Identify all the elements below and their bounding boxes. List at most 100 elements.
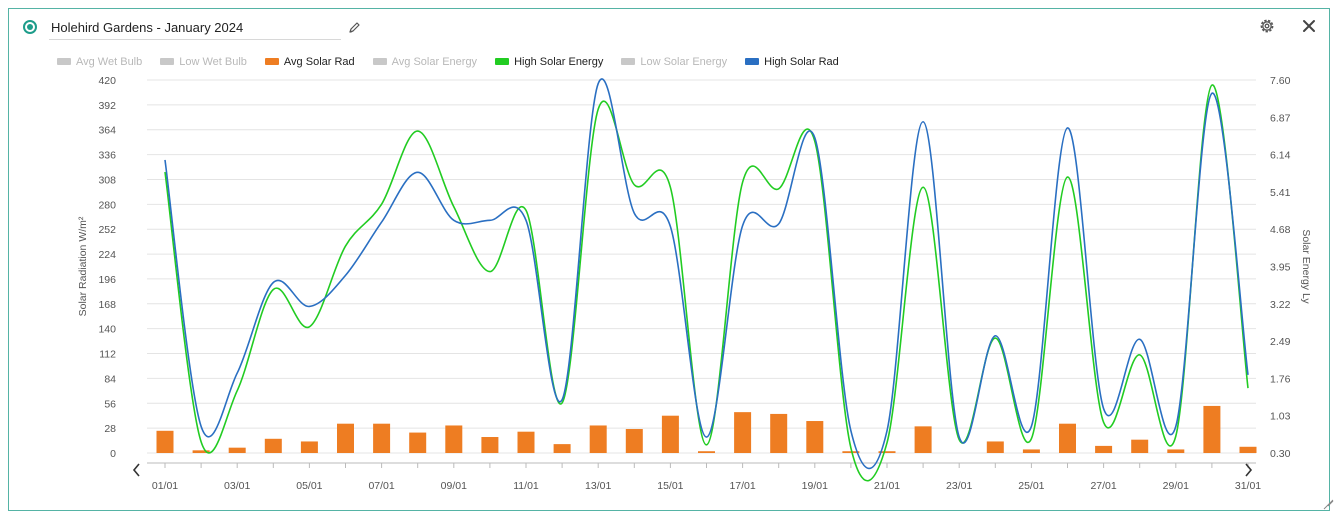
legend-item[interactable]: Avg Solar Rad (264, 55, 355, 68)
high-solar-energy-line (164, 84, 1249, 482)
bar (156, 430, 174, 453)
scroll-left-arrow[interactable] (132, 463, 140, 477)
y-tick-label-right: 5.41 (1270, 187, 1291, 199)
y-tick-label-left: 168 (98, 299, 116, 311)
y-tick-label-left: 280 (98, 199, 116, 211)
x-tick-label: 13/01 (585, 480, 611, 492)
bar (842, 451, 860, 453)
x-tick-label: 07/01 (368, 480, 394, 492)
x-tick-label: 15/01 (657, 480, 683, 492)
x-tick-label: 05/01 (296, 480, 322, 492)
y-tick-label-right: 1.03 (1270, 411, 1291, 423)
y-tick-label-left: 140 (98, 324, 116, 336)
x-tick-label: 31/01 (1235, 480, 1261, 492)
y-tick-label-right: 4.68 (1270, 224, 1291, 236)
legend-label: High Solar Rad (764, 55, 839, 68)
bar (1131, 439, 1149, 453)
x-tick-label: 03/01 (224, 480, 250, 492)
bar (1022, 449, 1040, 453)
y-tick-label-right: 0.30 (1270, 448, 1291, 460)
legend-item[interactable]: High Solar Rad (745, 56, 839, 68)
bar (1239, 446, 1257, 453)
bar (409, 432, 427, 453)
bar (1203, 405, 1221, 453)
x-tick-label: 23/01 (946, 480, 972, 492)
legend-swatch (264, 58, 279, 65)
bar (337, 423, 354, 453)
y-tick-label-left: 196 (98, 274, 116, 286)
legend-swatch (160, 58, 175, 65)
legend-swatch (495, 58, 510, 65)
high-solar-rad-line (164, 78, 1249, 470)
y-tick-label-left: 112 (99, 349, 116, 361)
y-tick-label-right: 3.95 (1270, 262, 1291, 274)
legend-swatch (621, 58, 636, 65)
y-tick-label-left: 224 (98, 249, 116, 261)
bar (192, 450, 210, 453)
y-tick-label-left: 308 (98, 174, 116, 186)
bar (481, 437, 499, 453)
y-axis-title-right: Solar Energy Ly (1300, 229, 1312, 304)
legend-label: Low Wet Bulb (179, 55, 247, 68)
legend-item[interactable]: Low Solar Energy (621, 56, 727, 68)
x-tick-label: 17/01 (729, 480, 755, 492)
legend-label: High Solar Energy (514, 55, 604, 68)
close-icon[interactable] (1300, 17, 1318, 35)
x-tick-label: 29/01 (1163, 480, 1189, 492)
bar (445, 425, 463, 453)
y-tick-label-right: 6.87 (1270, 112, 1291, 124)
bar (806, 421, 824, 453)
legend-label: Low Solar Energy (640, 55, 728, 68)
x-tick-label: 19/01 (802, 480, 828, 492)
y-tick-label-right: 1.76 (1270, 373, 1291, 385)
y-tick-label-left: 336 (98, 150, 116, 162)
bar (878, 451, 896, 453)
panel-header: Holehird Gardens - January 2024 (9, 9, 1329, 49)
y-axis-title-left: Solar Radiation W/m² (77, 216, 89, 316)
bar (698, 451, 715, 453)
bar (986, 441, 1004, 453)
bar (517, 431, 535, 453)
y-tick-label-left: 84 (104, 373, 116, 385)
legend-item[interactable]: High Solar Energy (495, 56, 603, 68)
bar (1095, 445, 1113, 453)
y-tick-label-left: 364 (98, 125, 116, 137)
bar (661, 415, 679, 453)
resize-grip-icon[interactable] (1323, 499, 1334, 510)
x-tick-label: 25/01 (1018, 480, 1044, 492)
legend-swatch (745, 58, 760, 65)
chart-legend: Avg Wet Bulb Low Wet Bulb Avg Solar Rad Avg… (57, 52, 857, 68)
scroll-right-arrow[interactable] (1245, 463, 1253, 477)
bar (553, 444, 571, 453)
bar (914, 426, 932, 453)
legend-swatch (57, 58, 71, 65)
bar (734, 412, 752, 453)
legend-item[interactable]: Avg Solar Energy (372, 55, 478, 68)
y-tick-label-right: 7.60 (1270, 75, 1291, 87)
legend-label: Avg Solar Energy (391, 55, 478, 68)
x-tick-label: 01/01 (152, 480, 178, 492)
y-tick-label-left: 28 (104, 423, 116, 435)
y-tick-label-left: 56 (104, 398, 116, 410)
y-tick-label-left: 252 (98, 224, 116, 236)
pencil-icon[interactable] (347, 21, 361, 35)
bar (300, 441, 318, 453)
title-field[interactable]: Holehird Gardens - January 2024 (49, 17, 341, 40)
x-tick-label: 11/01 (513, 480, 539, 492)
y-tick-label-left: 392 (98, 100, 116, 112)
bar (264, 438, 282, 453)
y-tick-label-right: 2.49 (1270, 336, 1291, 348)
legend-label: Avg Wet Bulb (76, 55, 143, 68)
x-tick-label: 27/01 (1090, 480, 1116, 492)
legend-item[interactable]: Avg Wet Bulb (57, 56, 142, 68)
bar (228, 447, 246, 453)
bar (589, 425, 607, 453)
legend-label: Avg Solar Rad (283, 55, 355, 68)
radio-dot-icon[interactable] (23, 20, 37, 34)
gear-icon[interactable] (1258, 17, 1276, 35)
bar (625, 429, 643, 453)
bar (770, 413, 788, 453)
legend-swatch (372, 58, 387, 65)
legend-item[interactable]: Low Wet Bulb (160, 56, 247, 68)
